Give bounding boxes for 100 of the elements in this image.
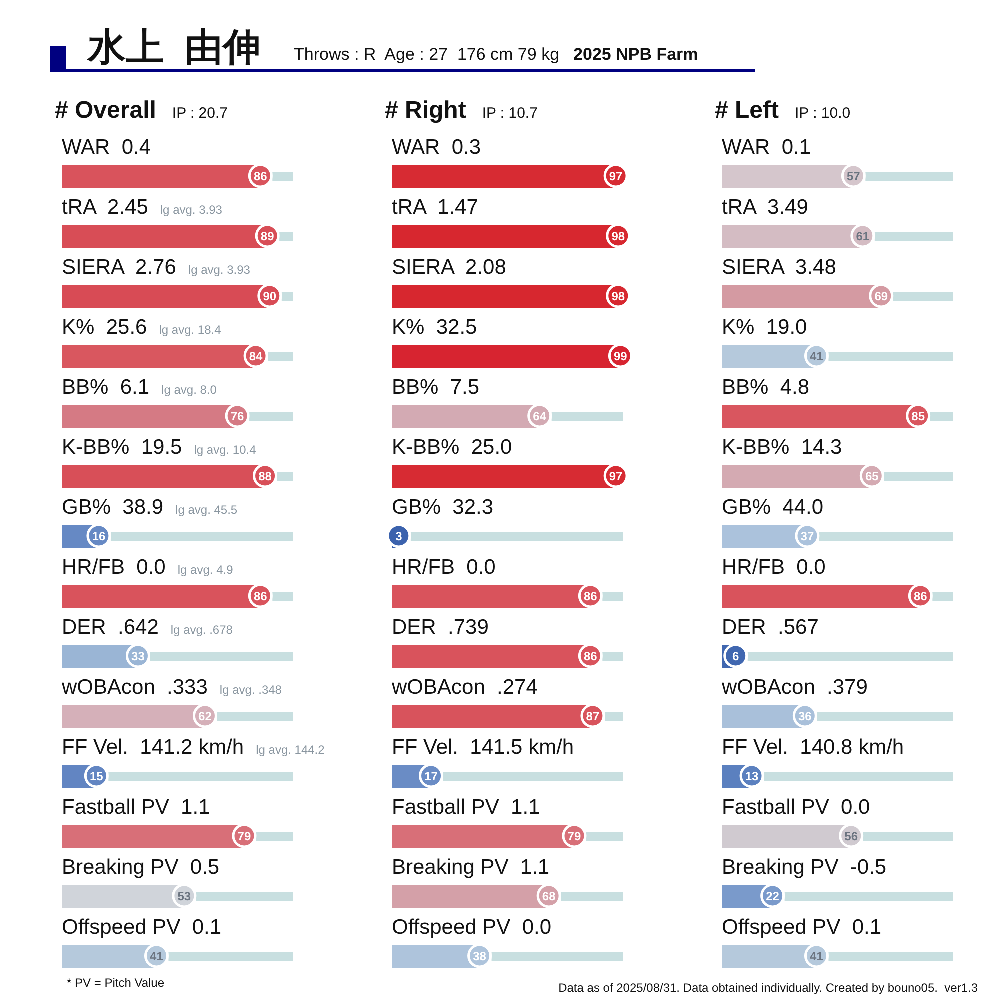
data-label: 56 (844, 830, 858, 844)
y-tick-label: tRA 1.47 (392, 196, 478, 219)
y-tick-label: FF Vel. 140.8 km/h (722, 736, 904, 759)
chart-subtitle: IP : 10.7 (482, 105, 538, 122)
data-label: 57 (846, 170, 861, 184)
y-tick-label: K-BB% 25.0 (392, 436, 512, 459)
y-tick-label: DER .739 (392, 616, 489, 639)
data-label: 36 (798, 710, 812, 724)
y-tick-label: HR/FB 0.0 (392, 556, 496, 579)
y-tick-label: Offspeed PV 0.1 (722, 916, 882, 939)
y-tick-label: WAR 0.4 (62, 136, 152, 159)
data-label: 13 (745, 770, 760, 784)
data-label: 15 (90, 770, 104, 784)
y-tick-label: tRA 3.49 (722, 196, 808, 219)
y-tick-label: HR/FB 0.0 (722, 556, 826, 579)
annotation: lg avg. 4.9 (178, 563, 234, 577)
data-label: 97 (609, 170, 624, 184)
data-label: 90 (263, 290, 277, 304)
y-tick-label: wOBAcon .333 (62, 676, 208, 699)
annotation: lg avg. .348 (220, 683, 282, 697)
y-tick-label: HR/FB 0.0 (62, 556, 166, 579)
data-label: 41 (150, 950, 164, 964)
chart-subtitle: IP : 20.7 (172, 105, 228, 122)
data-label: 64 (533, 410, 547, 424)
data-label: 61 (856, 230, 870, 244)
y-tick-label: Offspeed PV 0.0 (392, 916, 552, 939)
data-label: 79 (568, 830, 582, 844)
data-label: 17 (424, 770, 438, 784)
data-label: 22 (766, 890, 780, 904)
y-tick-label: Fastball PV 1.1 (392, 796, 540, 819)
chart-title: # Left (715, 97, 780, 124)
y-tick-label: GB% 38.9 (62, 496, 164, 519)
text: 2025 NPB Farm (574, 45, 698, 64)
data-label: 38 (473, 950, 487, 964)
y-tick-label: SIERA 3.48 (722, 256, 836, 279)
y-tick-label: tRA 2.45 (62, 196, 148, 219)
y-tick-label: DER .567 (722, 616, 819, 639)
y-tick-label: SIERA 2.08 (392, 256, 506, 279)
data-label: 68 (542, 890, 556, 904)
annotation: lg avg. 10.4 (194, 443, 257, 457)
annotation: lg avg. 45.5 (176, 503, 238, 517)
annotation: lg avg. 3.93 (160, 203, 223, 217)
data-label: 86 (254, 590, 268, 604)
data-label: 98 (612, 230, 626, 244)
y-tick-label: K% 25.6 (62, 316, 148, 339)
data-label: 53 (178, 890, 192, 904)
y-tick-label: FF Vel. 141.2 km/h (62, 736, 244, 759)
text: Throws : R Age : 27 176 cm 79 kg (294, 45, 560, 64)
data-label: 86 (584, 590, 598, 604)
text: 水上 由伸 (87, 27, 262, 69)
y-tick-label: FF Vel. 141.5 km/h (392, 736, 574, 759)
annotation: lg avg. 8.0 (162, 383, 218, 397)
annotation: lg avg. 3.93 (188, 263, 251, 277)
data-label: 41 (810, 350, 824, 364)
data-label: 69 (874, 290, 888, 304)
y-tick-label: GB% 32.3 (392, 496, 494, 519)
y-tick-label: BB% 7.5 (392, 376, 480, 399)
y-tick-label: GB% 44.0 (722, 496, 824, 519)
y-tick-label: WAR 0.3 (392, 136, 482, 159)
data-label: 16 (92, 530, 106, 544)
data-label: 33 (132, 650, 146, 664)
data-label: 98 (612, 290, 626, 304)
y-tick-label: wOBAcon .379 (721, 676, 868, 699)
data-label: 99 (614, 350, 628, 364)
y-tick-label: K% 19.0 (722, 316, 808, 339)
y-tick-label: Breaking PV 0.5 (62, 856, 220, 879)
data-label: 41 (810, 950, 824, 964)
y-tick-label: wOBAcon .274 (391, 676, 538, 699)
data-label: 79 (238, 830, 252, 844)
text: Data as of 2025/08/31. Data obtained individually. Created by bouno05. ver1.3 (558, 981, 978, 995)
annotation: lg avg. 144.2 (256, 743, 326, 757)
data-label: 65 (865, 470, 880, 484)
data-label: 87 (586, 710, 600, 724)
y-tick-label: BB% 6.1 (62, 376, 150, 399)
y-tick-label: BB% 4.8 (722, 376, 810, 399)
data-label: 85 (912, 410, 926, 424)
annotation: lg avg. .678 (170, 623, 234, 637)
y-tick-label: WAR 0.1 (722, 136, 812, 159)
data-label: 97 (609, 470, 624, 484)
data-label: 88 (258, 470, 272, 484)
y-tick-label: Breaking PV 1.1 (392, 856, 550, 879)
y-tick-label: Fastball PV 1.1 (62, 796, 210, 819)
chart-title: # Overall (55, 97, 156, 124)
data-label: 3 (396, 530, 403, 544)
data-label: 84 (249, 350, 264, 364)
y-tick-label: SIERA 2.76 (62, 256, 176, 279)
y-tick-label: K-BB% 14.3 (722, 436, 842, 459)
data-label: 76 (230, 410, 245, 424)
chart-subtitle: IP : 10.0 (795, 105, 851, 122)
y-tick-label: Breaking PV -0.5 (722, 856, 887, 879)
y-tick-label: Fastball PV 0.0 (722, 796, 870, 819)
data-label: 86 (914, 590, 928, 604)
chart-title: # Right (385, 97, 466, 124)
y-tick-label: K-BB% 19.5 (62, 436, 182, 459)
data-label: 62 (198, 710, 212, 724)
y-tick-label: Offspeed PV 0.1 (62, 916, 222, 939)
y-tick-label: K% 32.5 (392, 316, 478, 339)
y-tick-label: DER .642 (62, 616, 159, 639)
data-label: 89 (260, 230, 275, 244)
data-label: 86 (584, 650, 598, 664)
